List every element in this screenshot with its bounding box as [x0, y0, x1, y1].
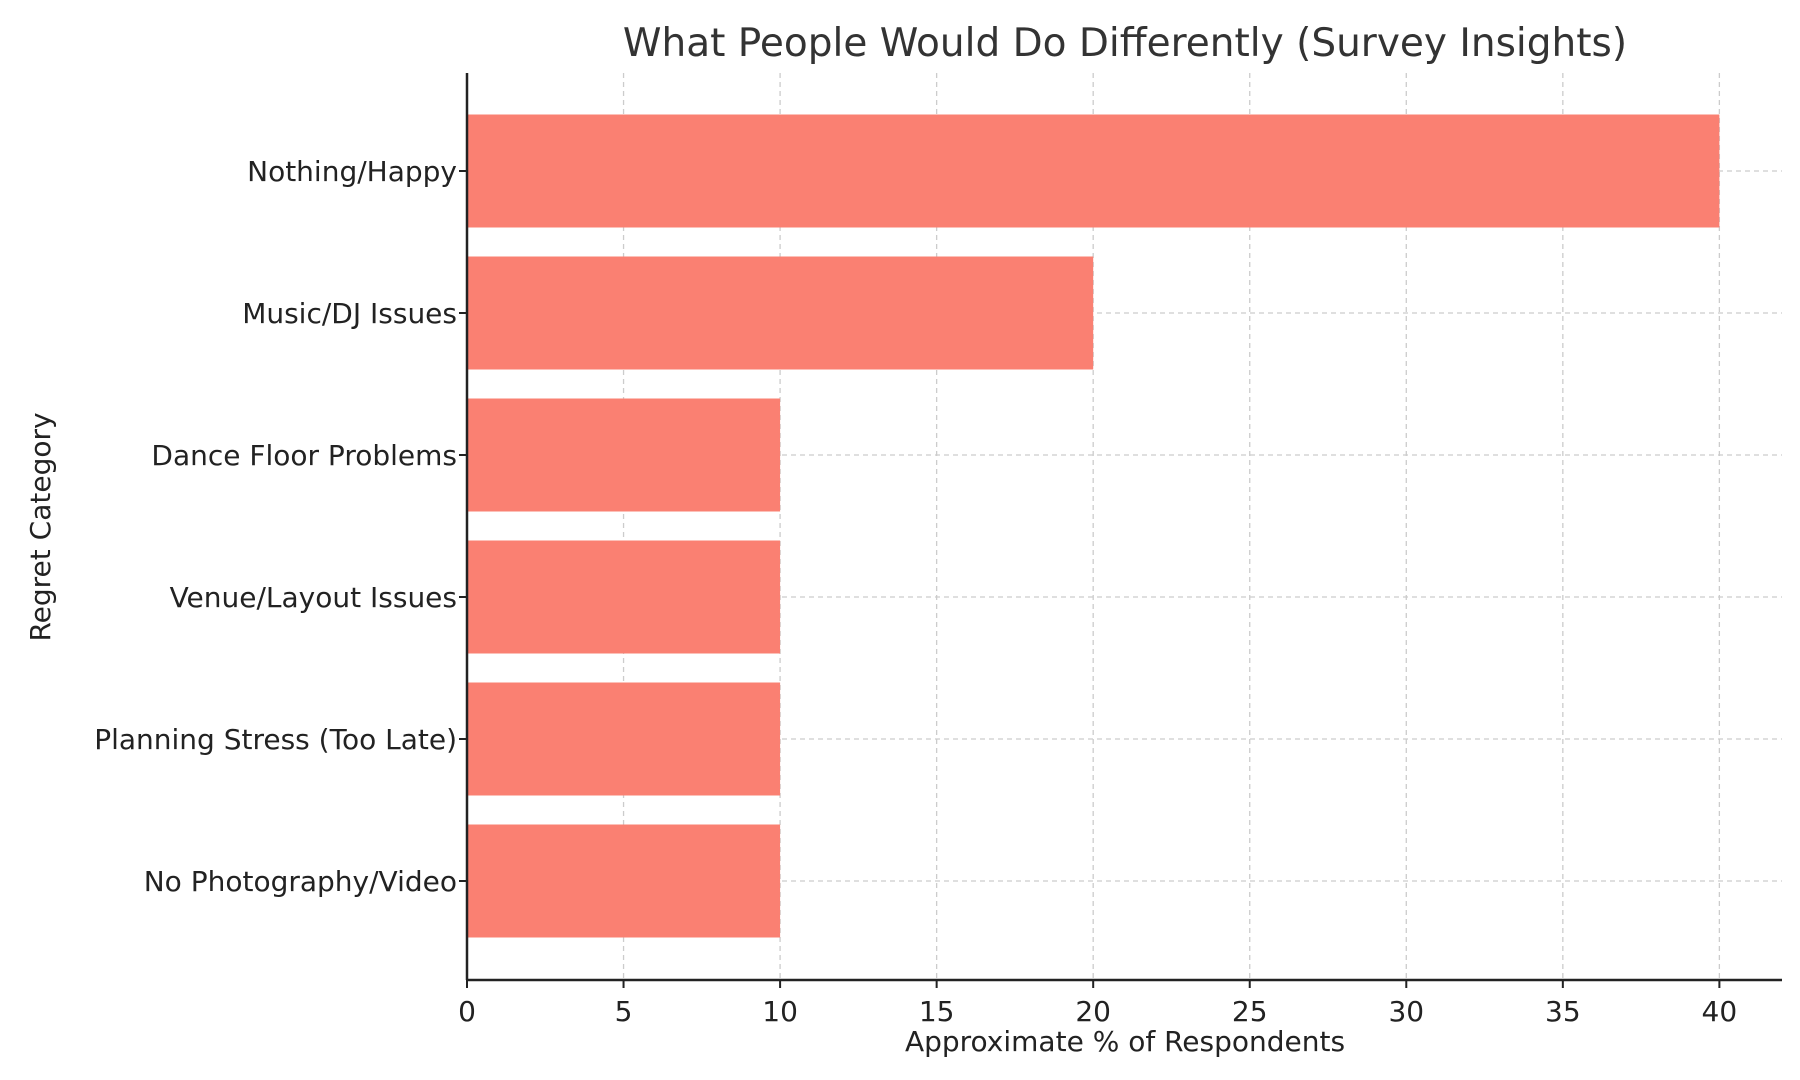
- y-tick-label: Dance Floor Problems: [151, 439, 457, 472]
- x-tick-label: 30: [1388, 995, 1424, 1028]
- bars: [467, 114, 1720, 938]
- y-tick-label: Planning Stress (Too Late): [94, 723, 457, 756]
- y-tick-label: Venue/Layout Issues: [170, 581, 457, 614]
- axes: [459, 73, 1782, 988]
- x-tick-label: 15: [919, 995, 955, 1028]
- x-axis-label: Approximate % of Respondents: [905, 1025, 1345, 1058]
- bar-no-photography-video: [467, 824, 781, 938]
- x-tick-label: 25: [1232, 995, 1268, 1028]
- y-tick-label: Nothing/Happy: [247, 155, 457, 188]
- x-tick-label: 5: [615, 995, 633, 1028]
- y-axis-label: Regret Category: [24, 412, 57, 641]
- y-tick-label: No Photography/Video: [144, 865, 457, 898]
- x-tick-label: 20: [1075, 995, 1111, 1028]
- bar-dance-floor-problems: [467, 398, 781, 512]
- chart-title: What People Would Do Differently (Survey…: [623, 21, 1627, 66]
- x-tick-label: 0: [458, 995, 476, 1028]
- x-tick-label: 40: [1702, 995, 1738, 1028]
- bar-music-dj-issues: [467, 256, 1094, 370]
- bar-planning-stress-too-late: [467, 682, 781, 796]
- y-tick-label: Music/DJ Issues: [242, 297, 457, 330]
- x-tick-label: 10: [762, 995, 798, 1028]
- tick-labels: 0 5 10 15 20 25 30 35 40 Nothing/Happy Music/DJ Is…: [94, 155, 1737, 1028]
- x-tick-label: 35: [1545, 995, 1581, 1028]
- bar-nothing-happy: [467, 114, 1720, 228]
- bar-venue-layout-issues: [467, 540, 781, 654]
